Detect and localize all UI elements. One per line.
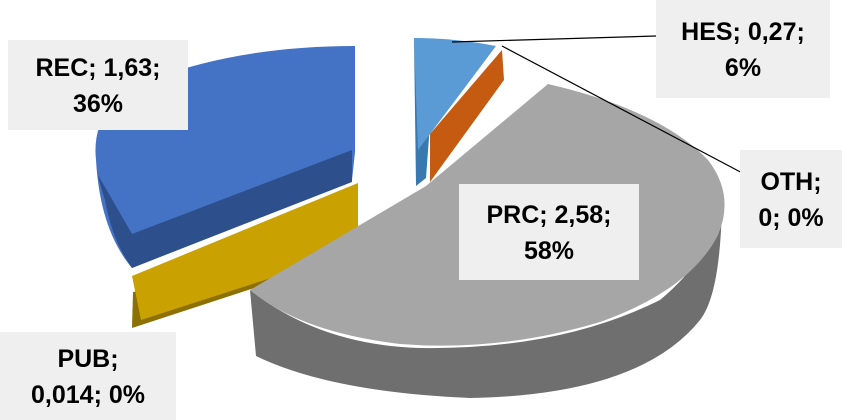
data-label-pub: PUB; 0,014; 0% <box>0 332 176 420</box>
data-label-line: OTH; <box>760 168 821 196</box>
data-label-hes: HES; 0,27; 6% <box>656 0 830 98</box>
data-label-line: 36% <box>73 90 123 118</box>
data-label-rec: REC; 1,63; 36% <box>8 40 188 130</box>
data-label-line: 0; 0% <box>758 204 823 232</box>
slice-rec-side <box>98 150 352 268</box>
leader-oth <box>501 45 749 177</box>
slice-hes <box>414 38 496 186</box>
leader-lines <box>451 35 749 177</box>
data-label-prc: PRC; 2,58; 58% <box>459 184 639 280</box>
data-label-line: 58% <box>524 237 574 265</box>
data-label-box <box>0 332 176 420</box>
slice-oth-face <box>430 50 504 182</box>
data-label-line: 0,014; 0% <box>31 381 145 409</box>
data-label-line: PRC; 2,58; <box>486 201 611 229</box>
data-label-line: PUB; <box>57 345 118 373</box>
data-label-oth: OTH; 0; 0% <box>740 150 842 248</box>
data-label-box <box>740 150 842 248</box>
slice-oth <box>430 50 504 182</box>
slice-pub <box>132 183 358 328</box>
slice-pub-face <box>132 183 358 320</box>
data-label-box <box>656 0 830 98</box>
slice-prc-side <box>250 190 722 398</box>
slice-hes-top <box>414 38 496 150</box>
data-label-box <box>459 184 639 280</box>
data-label-line: 6% <box>725 54 761 82</box>
data-label-box <box>8 40 188 130</box>
data-label-line: HES; 0,27; <box>681 18 805 46</box>
leader-hes <box>451 35 657 43</box>
data-label-line: REC; 1,63; <box>35 54 160 82</box>
